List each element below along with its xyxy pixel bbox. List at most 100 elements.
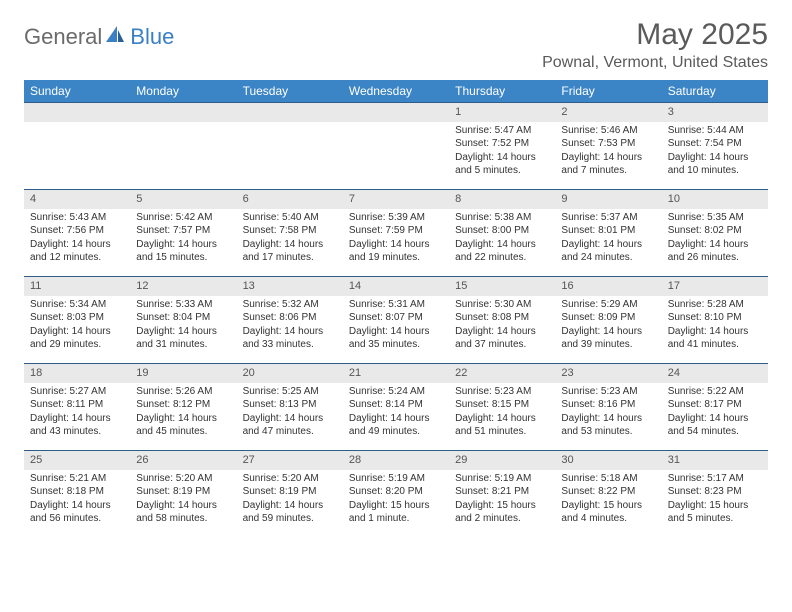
- dow-cell: Sunday: [24, 80, 130, 102]
- day-body: Sunrise: 5:18 AMSunset: 8:22 PMDaylight:…: [555, 470, 661, 530]
- location: Pownal, Vermont, United States: [542, 54, 768, 72]
- day-number: 2: [555, 103, 661, 122]
- day-number: 10: [662, 190, 768, 209]
- day-line: and 33 minutes.: [243, 338, 337, 352]
- day-line: Sunset: 8:02 PM: [668, 224, 762, 238]
- day-number: 4: [24, 190, 130, 209]
- day-body: Sunrise: 5:23 AMSunset: 8:16 PMDaylight:…: [555, 383, 661, 443]
- day-number: 30: [555, 451, 661, 470]
- day-line: Sunset: 7:53 PM: [561, 137, 655, 151]
- day-line: and 54 minutes.: [668, 425, 762, 439]
- day-number: 23: [555, 364, 661, 383]
- day-line: Daylight: 14 hours: [349, 412, 443, 426]
- day-number: 17: [662, 277, 768, 296]
- day-line: Sunrise: 5:29 AM: [561, 298, 655, 312]
- day-number: 5: [130, 190, 236, 209]
- day-cell: 18Sunrise: 5:27 AMSunset: 8:11 PMDayligh…: [24, 364, 130, 450]
- day-number: 27: [237, 451, 343, 470]
- day-line: Daylight: 14 hours: [668, 238, 762, 252]
- day-body: Sunrise: 5:43 AMSunset: 7:56 PMDaylight:…: [24, 209, 130, 269]
- day-line: Daylight: 14 hours: [455, 412, 549, 426]
- day-cell: 13Sunrise: 5:32 AMSunset: 8:06 PMDayligh…: [237, 277, 343, 363]
- day-line: Sunrise: 5:19 AM: [455, 472, 549, 486]
- day-line: Daylight: 14 hours: [243, 325, 337, 339]
- day-line: Daylight: 14 hours: [561, 151, 655, 165]
- day-body: Sunrise: 5:29 AMSunset: 8:09 PMDaylight:…: [555, 296, 661, 356]
- day-line: and 26 minutes.: [668, 251, 762, 265]
- day-cell: 5Sunrise: 5:42 AMSunset: 7:57 PMDaylight…: [130, 190, 236, 276]
- day-line: Sunset: 8:07 PM: [349, 311, 443, 325]
- day-body: Sunrise: 5:39 AMSunset: 7:59 PMDaylight:…: [343, 209, 449, 269]
- day-body: Sunrise: 5:21 AMSunset: 8:18 PMDaylight:…: [24, 470, 130, 530]
- day-line: Daylight: 15 hours: [668, 499, 762, 513]
- day-body: Sunrise: 5:24 AMSunset: 8:14 PMDaylight:…: [343, 383, 449, 443]
- day-cell: 14Sunrise: 5:31 AMSunset: 8:07 PMDayligh…: [343, 277, 449, 363]
- day-line: and 49 minutes.: [349, 425, 443, 439]
- day-number: 14: [343, 277, 449, 296]
- day-line: Daylight: 15 hours: [349, 499, 443, 513]
- day-cell: 19Sunrise: 5:26 AMSunset: 8:12 PMDayligh…: [130, 364, 236, 450]
- day-body: Sunrise: 5:28 AMSunset: 8:10 PMDaylight:…: [662, 296, 768, 356]
- day-body: Sunrise: 5:38 AMSunset: 8:00 PMDaylight:…: [449, 209, 555, 269]
- day-line: Daylight: 14 hours: [349, 325, 443, 339]
- day-line: Sunrise: 5:40 AM: [243, 211, 337, 225]
- day-number: 7: [343, 190, 449, 209]
- day-number: 9: [555, 190, 661, 209]
- day-body: Sunrise: 5:26 AMSunset: 8:12 PMDaylight:…: [130, 383, 236, 443]
- day-body: Sunrise: 5:46 AMSunset: 7:53 PMDaylight:…: [555, 122, 661, 182]
- day-cell: 24Sunrise: 5:22 AMSunset: 8:17 PMDayligh…: [662, 364, 768, 450]
- day-number: 28: [343, 451, 449, 470]
- day-number: 16: [555, 277, 661, 296]
- day-line: Sunset: 8:12 PM: [136, 398, 230, 412]
- day-line: Sunrise: 5:38 AM: [455, 211, 549, 225]
- day-line: Sunrise: 5:21 AM: [30, 472, 124, 486]
- day-line: and 35 minutes.: [349, 338, 443, 352]
- day-line: Daylight: 14 hours: [455, 151, 549, 165]
- day-cell: 4Sunrise: 5:43 AMSunset: 7:56 PMDaylight…: [24, 190, 130, 276]
- day-line: Daylight: 14 hours: [455, 325, 549, 339]
- day-line: Sunrise: 5:43 AM: [30, 211, 124, 225]
- day-cell: 12Sunrise: 5:33 AMSunset: 8:04 PMDayligh…: [130, 277, 236, 363]
- day-line: Sunset: 8:08 PM: [455, 311, 549, 325]
- day-line: Sunrise: 5:39 AM: [349, 211, 443, 225]
- day-line: Sunrise: 5:23 AM: [561, 385, 655, 399]
- dow-cell: Tuesday: [237, 80, 343, 102]
- day-line: and 22 minutes.: [455, 251, 549, 265]
- day-cell: 23Sunrise: 5:23 AMSunset: 8:16 PMDayligh…: [555, 364, 661, 450]
- day-line: Sunset: 7:59 PM: [349, 224, 443, 238]
- day-line: Daylight: 14 hours: [30, 499, 124, 513]
- day-cell: 28Sunrise: 5:19 AMSunset: 8:20 PMDayligh…: [343, 451, 449, 537]
- day-number: 11: [24, 277, 130, 296]
- day-line: Sunset: 7:54 PM: [668, 137, 762, 151]
- day-cell: 25Sunrise: 5:21 AMSunset: 8:18 PMDayligh…: [24, 451, 130, 537]
- day-body: Sunrise: 5:27 AMSunset: 8:11 PMDaylight:…: [24, 383, 130, 443]
- day-number: 1: [449, 103, 555, 122]
- day-line: Sunset: 8:14 PM: [349, 398, 443, 412]
- day-body: Sunrise: 5:32 AMSunset: 8:06 PMDaylight:…: [237, 296, 343, 356]
- day-line: and 5 minutes.: [455, 164, 549, 178]
- day-line: Sunrise: 5:27 AM: [30, 385, 124, 399]
- day-cell: 31Sunrise: 5:17 AMSunset: 8:23 PMDayligh…: [662, 451, 768, 537]
- day-line: Daylight: 14 hours: [561, 412, 655, 426]
- day-line: Sunset: 8:19 PM: [243, 485, 337, 499]
- day-cell: 22Sunrise: 5:23 AMSunset: 8:15 PMDayligh…: [449, 364, 555, 450]
- day-line: Daylight: 14 hours: [136, 412, 230, 426]
- day-number: 8: [449, 190, 555, 209]
- day-line: Sunset: 8:13 PM: [243, 398, 337, 412]
- day-line: Sunrise: 5:32 AM: [243, 298, 337, 312]
- day-line: and 39 minutes.: [561, 338, 655, 352]
- day-line: Sunset: 8:09 PM: [561, 311, 655, 325]
- dow-cell: Saturday: [662, 80, 768, 102]
- day-line: and 17 minutes.: [243, 251, 337, 265]
- day-line: Daylight: 14 hours: [30, 412, 124, 426]
- week-row: 11Sunrise: 5:34 AMSunset: 8:03 PMDayligh…: [24, 276, 768, 363]
- day-body: Sunrise: 5:23 AMSunset: 8:15 PMDaylight:…: [449, 383, 555, 443]
- day-cell: 2Sunrise: 5:46 AMSunset: 7:53 PMDaylight…: [555, 103, 661, 189]
- week-row: 4Sunrise: 5:43 AMSunset: 7:56 PMDaylight…: [24, 189, 768, 276]
- day-line: and 47 minutes.: [243, 425, 337, 439]
- day-line: Sunrise: 5:35 AM: [668, 211, 762, 225]
- day-line: Sunset: 7:52 PM: [455, 137, 549, 151]
- day-cell: 3Sunrise: 5:44 AMSunset: 7:54 PMDaylight…: [662, 103, 768, 189]
- day-number: 26: [130, 451, 236, 470]
- day-cell: 16Sunrise: 5:29 AMSunset: 8:09 PMDayligh…: [555, 277, 661, 363]
